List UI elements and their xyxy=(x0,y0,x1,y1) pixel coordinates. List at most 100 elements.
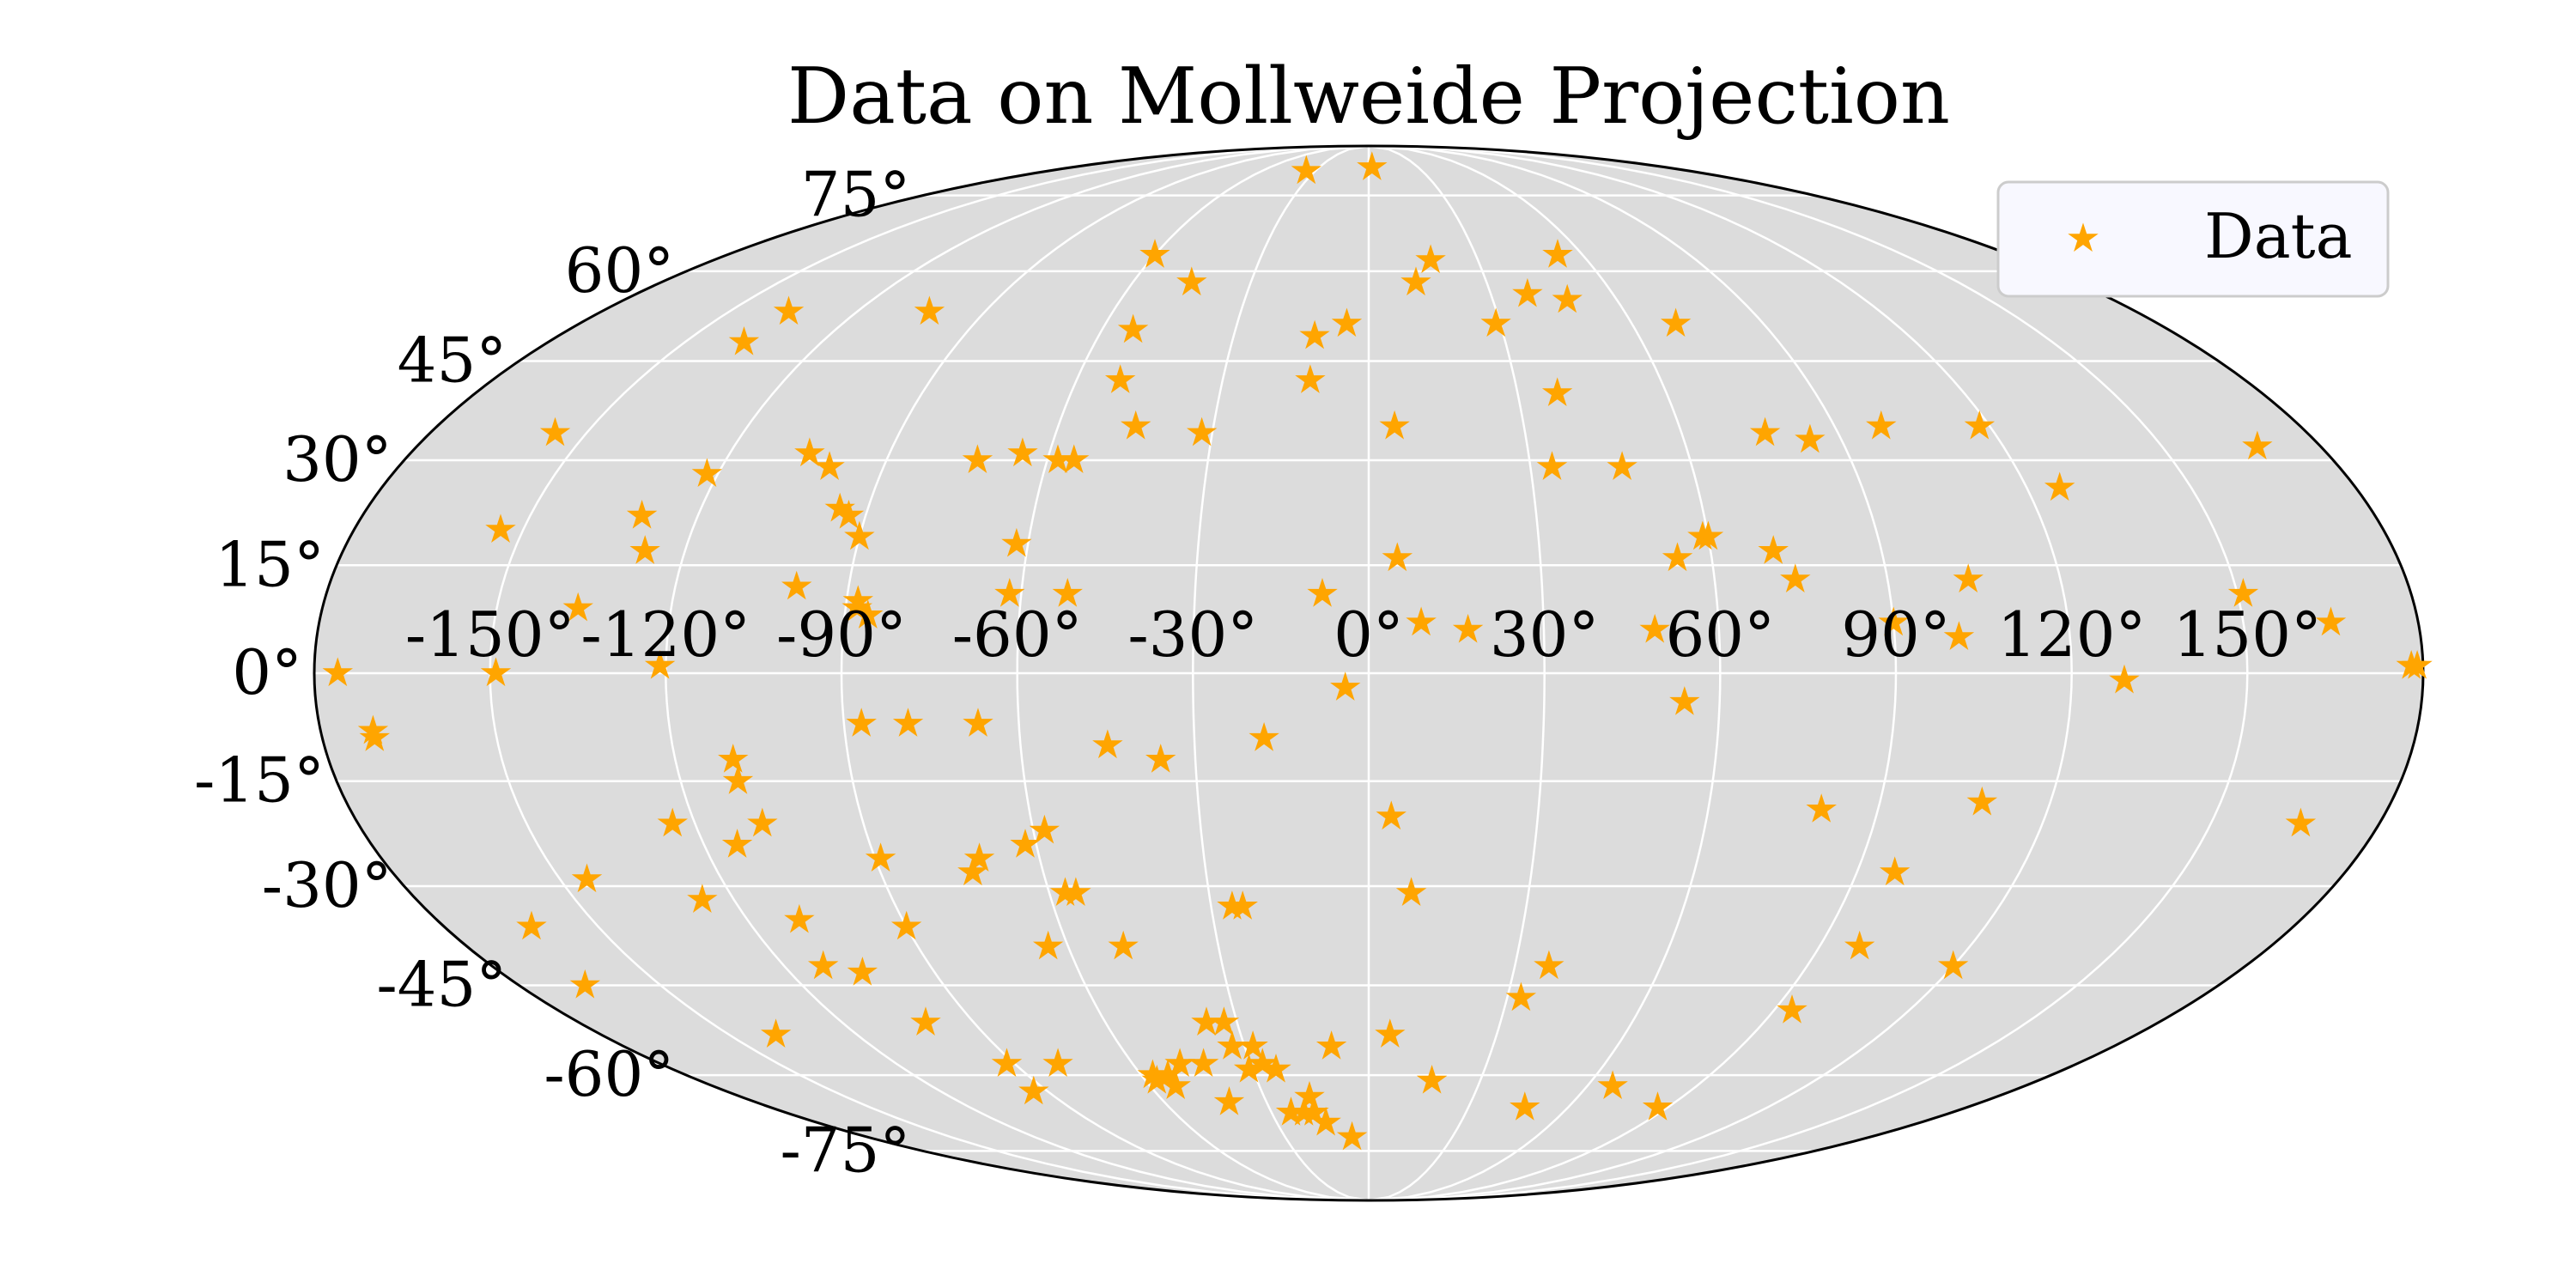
data-point xyxy=(1375,1018,1406,1048)
data-point xyxy=(1186,416,1218,447)
data-point xyxy=(1536,451,1568,481)
latitude-tick-label: 15° xyxy=(215,528,325,600)
data-point xyxy=(1357,151,1388,180)
data-point xyxy=(994,577,1025,607)
data-point xyxy=(1108,930,1139,960)
data-point xyxy=(1379,410,1410,440)
longitude-tick-label: 60° xyxy=(1665,598,1775,671)
data-point xyxy=(485,513,516,543)
data-point xyxy=(1029,814,1060,844)
latitude-tick-label: -30° xyxy=(262,849,392,921)
longitude-tick-label: 0° xyxy=(1334,598,1404,671)
data-point xyxy=(1010,829,1041,858)
longitude-gridline xyxy=(1368,146,2073,1200)
data-point xyxy=(1541,377,1573,406)
data-point xyxy=(1032,930,1064,960)
legend-label: Data xyxy=(2204,200,2353,272)
data-point xyxy=(1552,283,1583,313)
longitude-tick-label: -60° xyxy=(952,598,1083,671)
data-point xyxy=(1597,1070,1628,1100)
data-point xyxy=(1104,364,1136,393)
data-point xyxy=(1510,1091,1540,1121)
data-point xyxy=(1092,729,1123,759)
longitude-tick-labels: -150° -120° -90° -60° -30° 0° 30° 60° 90° 120° 150… xyxy=(405,598,2322,671)
data-point xyxy=(539,416,571,447)
graticule-grid xyxy=(314,146,2423,1200)
data-point xyxy=(1415,244,1446,274)
data-point xyxy=(1669,686,1700,715)
data-point xyxy=(1795,423,1826,453)
data-point xyxy=(747,807,778,837)
longitude-tick-label: 30° xyxy=(1490,598,1600,671)
data-point xyxy=(629,535,660,564)
data-point xyxy=(1542,239,1573,268)
latitude-tick-labels: -75° -60° -45° -30° -15° 0° 15° 30°45° 60° 75° xyxy=(194,159,910,1187)
data-point xyxy=(1117,313,1149,343)
data-point xyxy=(1758,535,1789,564)
data-point xyxy=(516,910,547,940)
data-point xyxy=(2242,430,2273,460)
data-point xyxy=(687,884,718,914)
data-point xyxy=(1382,542,1413,572)
data-point xyxy=(1141,1065,1172,1094)
data-point xyxy=(1400,266,1431,296)
data-point xyxy=(480,657,512,687)
data-point xyxy=(784,903,815,933)
data-point xyxy=(1315,1030,1347,1060)
data-point xyxy=(853,599,884,629)
data-point xyxy=(1291,155,1322,185)
data-point xyxy=(1213,1086,1245,1115)
data-point xyxy=(1953,563,1984,593)
data-point xyxy=(1001,527,1032,557)
data-point xyxy=(1480,307,1511,337)
data-point xyxy=(781,570,812,600)
data-point xyxy=(1336,1121,1368,1151)
data-point xyxy=(1512,277,1543,307)
data-point xyxy=(1310,1106,1341,1136)
legend-box xyxy=(1996,180,2390,298)
data-point xyxy=(1160,1070,1191,1100)
data-point xyxy=(569,969,601,999)
data-point xyxy=(1662,542,1693,572)
data-point xyxy=(890,910,922,940)
data-point xyxy=(722,765,754,794)
longitude-tick-label: -30° xyxy=(1127,598,1258,671)
latitude-tick-label: -60° xyxy=(544,1038,674,1110)
data-point xyxy=(2315,606,2347,636)
data-point xyxy=(657,807,688,837)
data-point xyxy=(1639,613,1670,643)
data-point xyxy=(728,325,760,355)
legend-star-marker xyxy=(2068,222,2099,252)
data-point xyxy=(2109,664,2140,694)
data-point xyxy=(1237,1030,1268,1060)
longitude-tick-label: 150° xyxy=(2173,598,2322,671)
longitude-gridline xyxy=(1368,146,2249,1200)
longitude-gridline xyxy=(1368,146,1722,1200)
data-point xyxy=(1395,877,1427,906)
data-point xyxy=(1806,793,1837,823)
longitude-gridline xyxy=(840,146,1370,1200)
data-point xyxy=(1188,1048,1219,1077)
longitude-gridline xyxy=(1016,146,1370,1200)
data-point xyxy=(1777,994,1807,1024)
data-point xyxy=(963,708,993,737)
data-point xyxy=(359,721,391,751)
data-point xyxy=(962,444,993,473)
data-point xyxy=(1937,950,1969,980)
data-point xyxy=(1247,1048,1279,1077)
data-point xyxy=(644,649,676,679)
data-point xyxy=(1879,856,1911,886)
data-point xyxy=(1307,577,1338,607)
data-point xyxy=(833,499,865,529)
data-point xyxy=(1121,410,1151,440)
data-point xyxy=(562,592,593,622)
data-point xyxy=(892,708,924,737)
data-point xyxy=(1966,786,1998,816)
data-point xyxy=(1452,613,1484,643)
data-point xyxy=(1295,364,1326,393)
data-point xyxy=(1866,410,1897,440)
data-point xyxy=(1331,307,1363,337)
latitude-tick-label: -75° xyxy=(780,1114,910,1186)
data-point xyxy=(2044,471,2075,501)
data-point xyxy=(1749,416,1781,447)
